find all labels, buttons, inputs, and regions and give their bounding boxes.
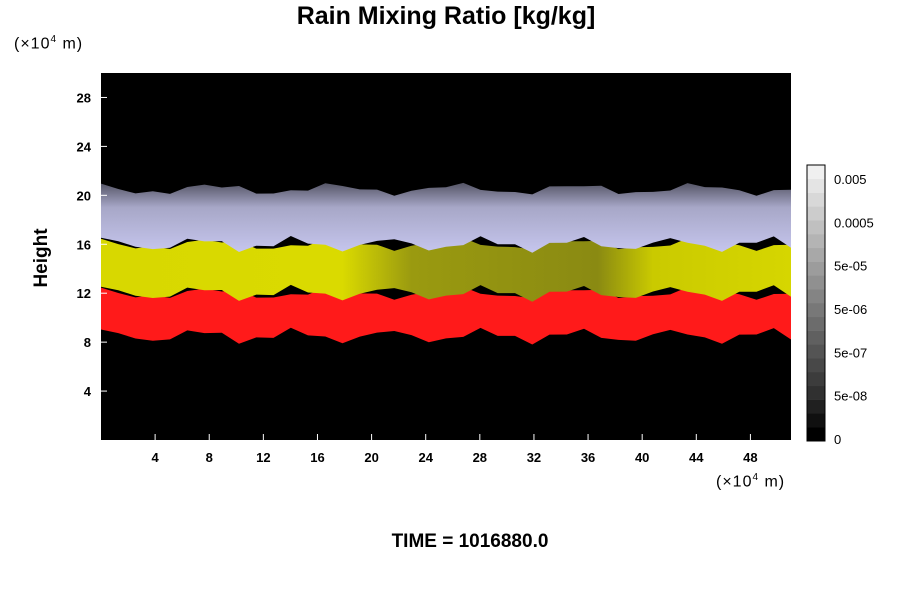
- x-tick-label: 40: [635, 450, 649, 465]
- x-tick-label: 28: [473, 450, 487, 465]
- colorbar-swatch: [807, 220, 825, 235]
- x-tick-label: 44: [689, 450, 704, 465]
- colorbar-swatch: [807, 192, 825, 207]
- colorbar-tick-label: 0.0005: [834, 215, 874, 230]
- x-tick-label: 20: [364, 450, 378, 465]
- layer-lavender: [101, 182, 791, 253]
- colorbar: 0.005 0.0005 5e-05 5e-06 5e-07 5e-08 0: [806, 164, 874, 447]
- colorbar-tick-label: 5e-05: [834, 259, 867, 274]
- y-unit-label: (×104 m): [14, 34, 84, 53]
- colorbar-swatch: [807, 344, 825, 359]
- colorbar-swatch: [807, 303, 825, 318]
- colorbar-tick-label: 5e-06: [834, 302, 867, 317]
- colorbar-swatch: [807, 372, 825, 387]
- colorbar-tick-label: 5e-08: [834, 389, 867, 404]
- layer-red: [101, 286, 791, 345]
- colorbar-swatch: [807, 385, 825, 400]
- y-tick-label: 12: [77, 286, 91, 301]
- colorbar-tick-label: 5e-07: [834, 345, 867, 360]
- colorbar-swatch: [807, 275, 825, 290]
- y-tick-label: 8: [84, 335, 91, 350]
- x-unit-label: (×104 m): [716, 472, 786, 491]
- x-tick-label: 32: [527, 450, 541, 465]
- x-tick-label: 36: [581, 450, 595, 465]
- colorbar-swatch: [807, 178, 825, 193]
- colorbar-tick-label: 0.005: [834, 172, 867, 187]
- colorbar-swatch: [807, 413, 825, 428]
- y-tick-label: 20: [77, 188, 91, 203]
- y-tick-label: 28: [77, 90, 91, 105]
- layer-yellow: [101, 237, 791, 302]
- time-label: TIME = 1016880.0: [391, 531, 549, 552]
- x-tick-label: 12: [256, 450, 270, 465]
- colorbar-swatch: [807, 261, 825, 276]
- chart-title: Rain Mixing Ratio [kg/kg]: [296, 2, 596, 30]
- x-tick-label: 24: [418, 450, 433, 465]
- colorbar-swatch: [807, 330, 825, 345]
- colorbar-frame: [806, 164, 826, 442]
- colorbar-swatch: [807, 247, 825, 262]
- colorbar-swatch: [807, 289, 825, 304]
- colorbar-swatch: [807, 358, 825, 373]
- colorbar-swatch: [807, 316, 825, 331]
- colorbar-tick-label: 0: [834, 432, 841, 447]
- colorbar-swatch: [807, 234, 825, 249]
- x-tick-label: 8: [206, 450, 213, 465]
- y-tick-label: 16: [77, 237, 91, 252]
- y-tick-label: 24: [77, 139, 92, 154]
- x-tick-label: 4: [152, 450, 160, 465]
- colorbar-swatch: [807, 427, 825, 442]
- colorbar-swatch: [807, 399, 825, 414]
- x-tick-label: 48: [743, 450, 757, 465]
- x-tick-label: 16: [310, 450, 324, 465]
- colorbar-swatch: [807, 206, 825, 221]
- colorbar-swatch: [807, 165, 825, 180]
- y-tick-label: 4: [84, 384, 92, 399]
